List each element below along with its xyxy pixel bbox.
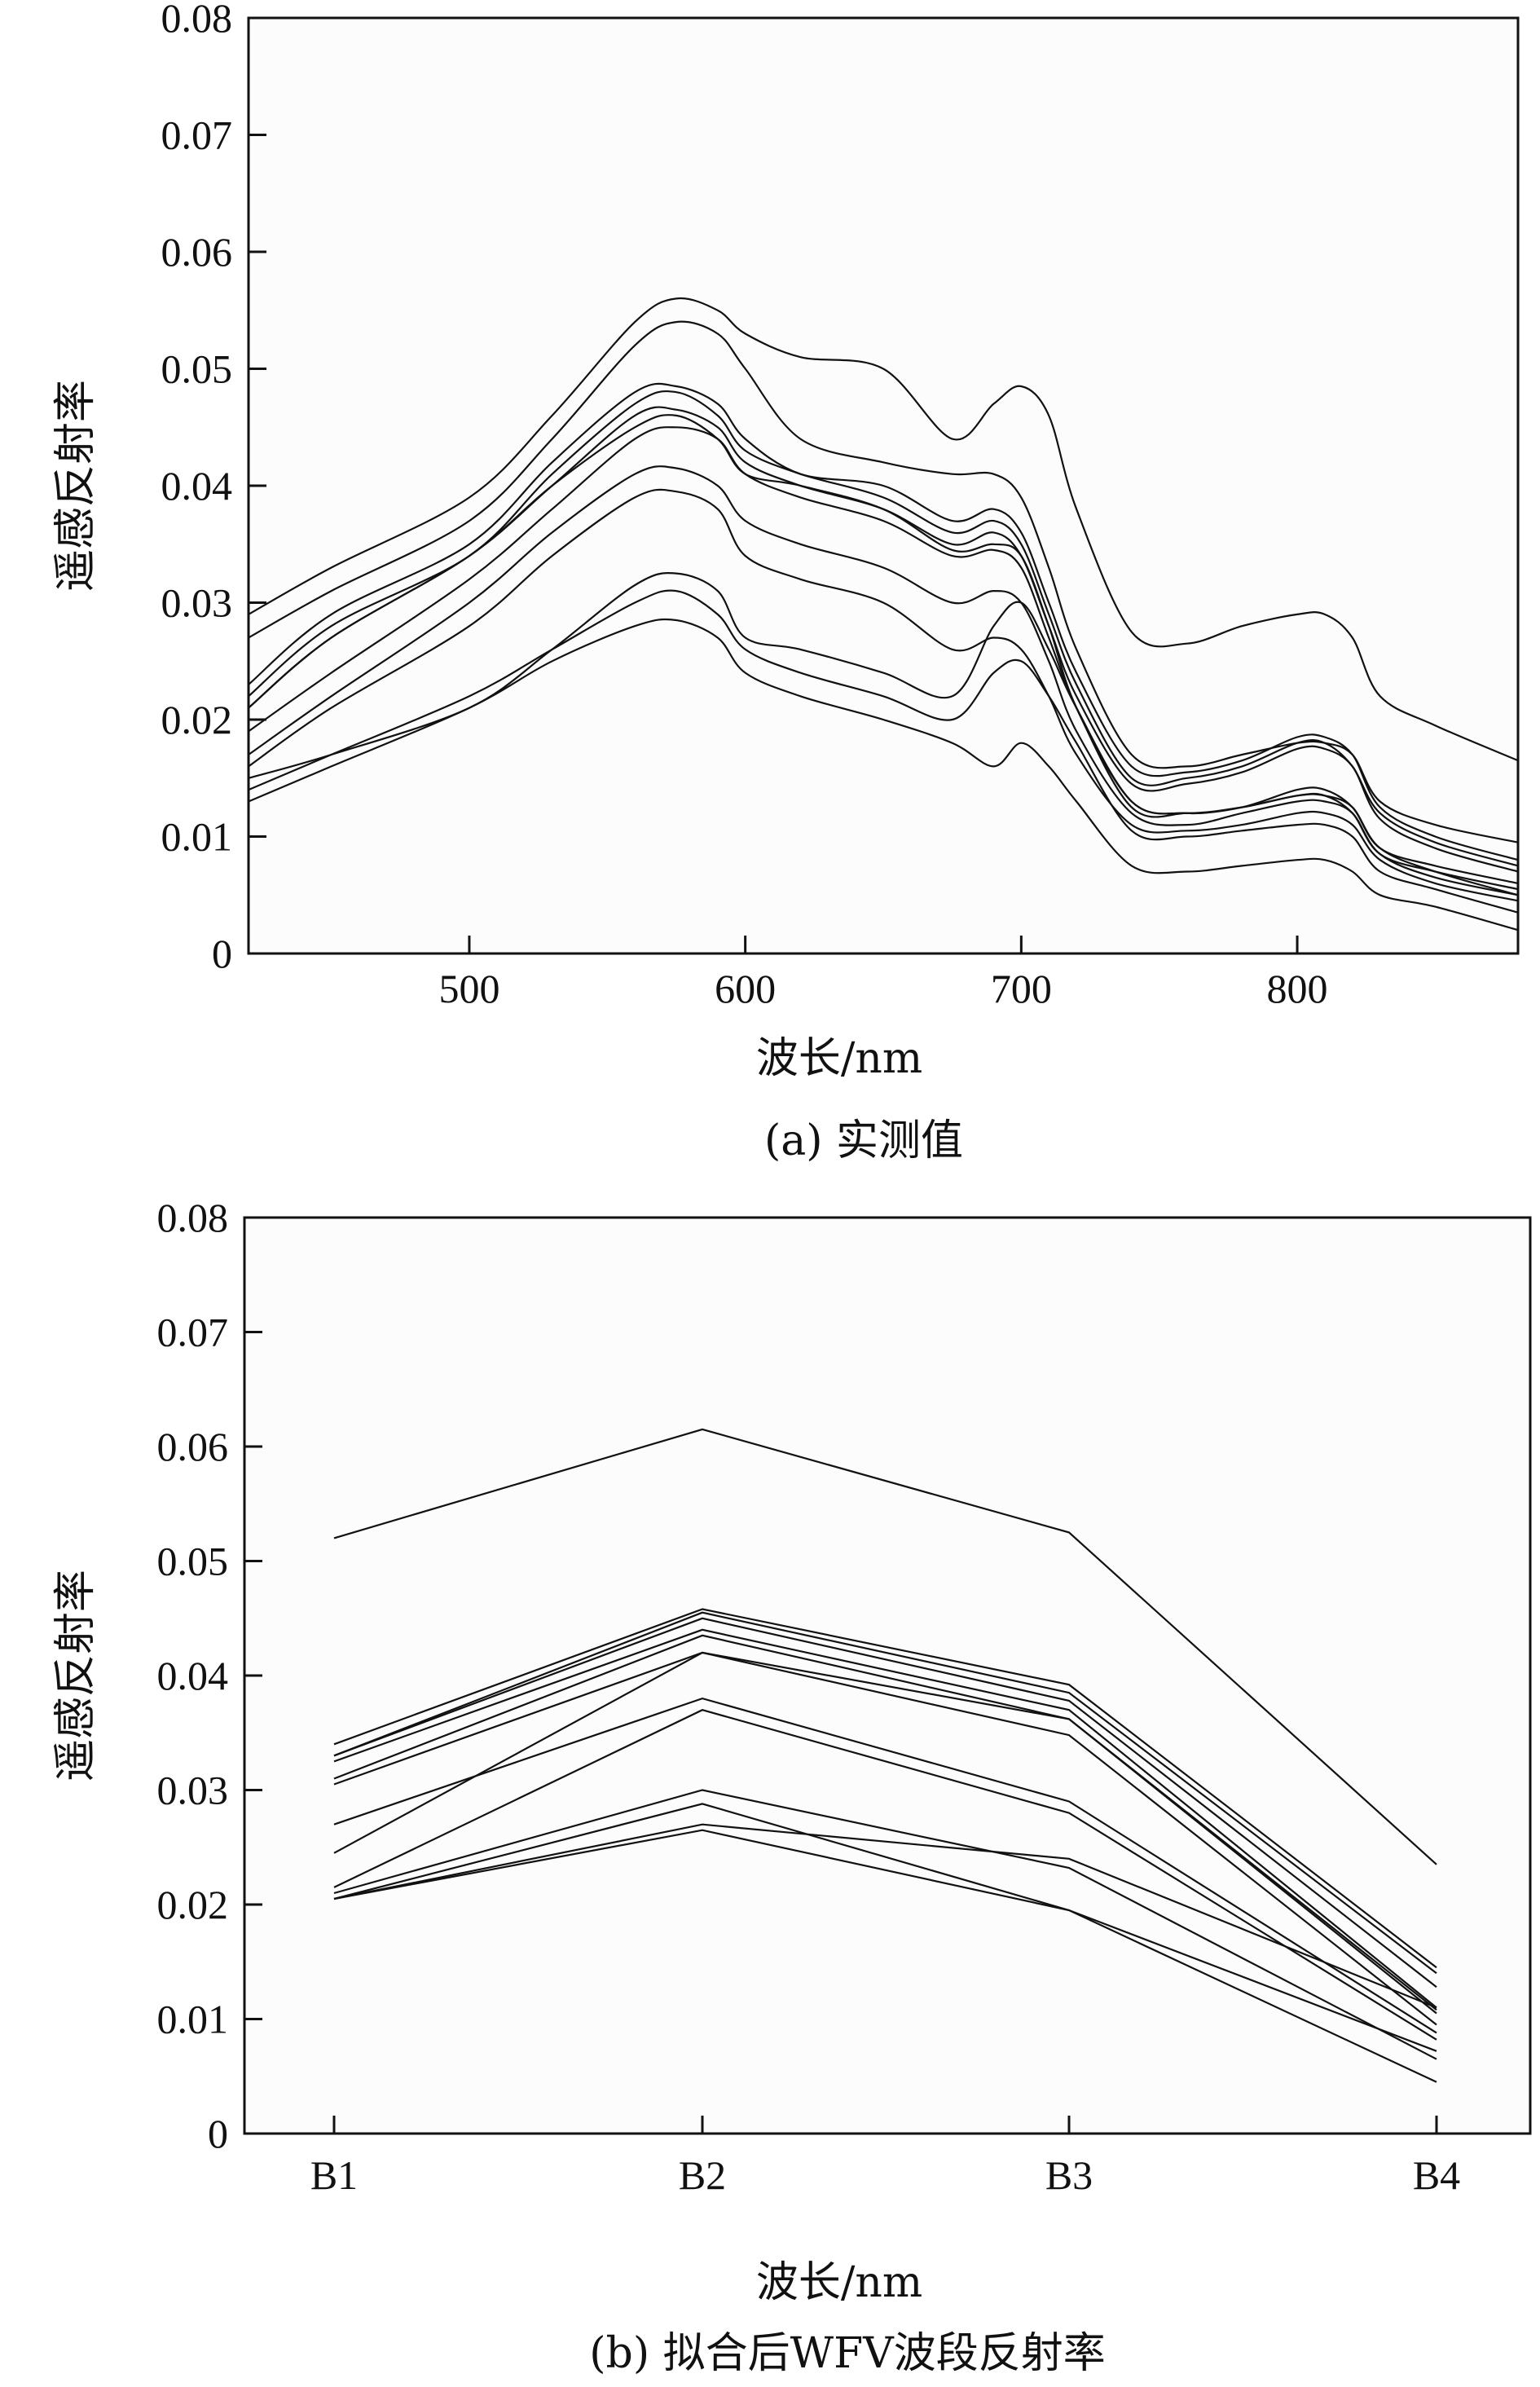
band-line <box>333 1617 1437 1988</box>
y-axis-title-a: 遥感反射率 <box>51 380 100 592</box>
y-axis-b: 0 0.01 0.02 0.03 0.04 0.05 0.06 0.07 0.08 <box>157 1195 262 2156</box>
band-line <box>333 1709 1437 2041</box>
x-tick-label: 700 <box>991 966 1052 1011</box>
y-tick-label: 0.03 <box>157 1768 229 1813</box>
y-tick-label: 0.07 <box>157 1310 229 1355</box>
spectrum-line <box>248 414 1519 884</box>
band-line <box>333 1608 1437 1969</box>
band-line <box>333 1611 1437 1975</box>
x-axis-a: 500 600 700 800 <box>438 936 1328 1011</box>
series-group-a <box>248 297 1519 931</box>
y-tick-label: 0.03 <box>161 580 233 626</box>
y-axis-title-b: 遥感反射率 <box>51 1570 100 1781</box>
x-tick-label: 800 <box>1267 966 1328 1011</box>
x-tick-label: B2 <box>679 2152 726 2198</box>
x-tick-label: B1 <box>310 2152 358 2198</box>
spectrum-line <box>248 297 1519 762</box>
band-line <box>333 1428 1437 1865</box>
x-tick-label: 600 <box>715 966 776 1011</box>
series-group-b <box>333 1428 1437 2083</box>
band-line <box>333 1651 1437 2026</box>
y-tick-label: 0 <box>208 2111 228 2156</box>
y-tick-label: 0.08 <box>157 1195 229 1240</box>
caption-a: (a) 实测值 <box>764 1116 963 1165</box>
x-axis-title-b: 波长/nm <box>756 2258 922 2307</box>
chart-panel-b: 0 0.01 0.02 0.03 0.04 0.05 0.06 0.07 0.08 B1 B2 B3… <box>0 1190 1540 2387</box>
y-tick-label: 0.05 <box>157 1539 229 1584</box>
y-tick-label: 0.07 <box>161 112 233 158</box>
y-axis-a: 0 0.01 0.02 0.03 0.04 0.05 0.06 0.07 0.08 <box>161 0 266 976</box>
spectrum-line <box>248 589 1519 914</box>
y-tick-label: 0.02 <box>157 1882 229 1927</box>
y-tick-label: 0.05 <box>161 346 233 392</box>
y-tick-label: 0.08 <box>161 0 233 41</box>
y-tick-label: 0.06 <box>161 229 233 275</box>
x-axis-title-a: 波长/nm <box>756 1034 922 1083</box>
chart-a-svg: 0 0.01 0.02 0.03 0.04 0.05 0.06 0.07 0.08 500 600… <box>51 0 1520 1165</box>
spectrum-line <box>248 572 1519 896</box>
y-tick-label: 0 <box>212 931 232 976</box>
spectrum-line <box>248 382 1519 861</box>
band-line <box>333 1803 1437 2083</box>
plot-frame-b <box>243 1216 1532 2135</box>
band-line <box>333 1829 1437 2052</box>
caption-b: (b) 拟合后WFV波段反射率 <box>589 2329 1105 2378</box>
band-line <box>333 1634 1437 2015</box>
spectrum-line <box>248 465 1519 896</box>
y-tick-label: 0.01 <box>157 1997 229 2042</box>
x-axis-b: B1 B2 B3 B4 <box>310 2116 1460 2198</box>
spectrum-line <box>248 390 1519 867</box>
y-tick-label: 0.04 <box>161 463 233 509</box>
chart-panel-a: 0 0.01 0.02 0.03 0.04 0.05 0.06 0.07 0.08 500 600… <box>0 0 1540 1190</box>
band-line <box>333 1628 1437 2009</box>
band-line <box>333 1651 1437 2011</box>
band-line <box>333 1823 1437 2009</box>
band-line <box>333 1697 1437 2034</box>
y-tick-label: 0.02 <box>161 697 233 742</box>
y-tick-label: 0.01 <box>161 814 233 860</box>
x-tick-label: 500 <box>438 966 499 1011</box>
x-tick-label: B3 <box>1045 2152 1093 2198</box>
y-tick-label: 0.04 <box>157 1653 229 1698</box>
spectrum-line <box>248 618 1519 931</box>
x-tick-label: B4 <box>1413 2152 1460 2198</box>
band-line <box>333 1789 1437 2060</box>
y-tick-label: 0.06 <box>157 1424 229 1469</box>
chart-b-svg: 0 0.01 0.02 0.03 0.04 0.05 0.06 0.07 0.08 B1 B2 B3… <box>51 1195 1532 2378</box>
